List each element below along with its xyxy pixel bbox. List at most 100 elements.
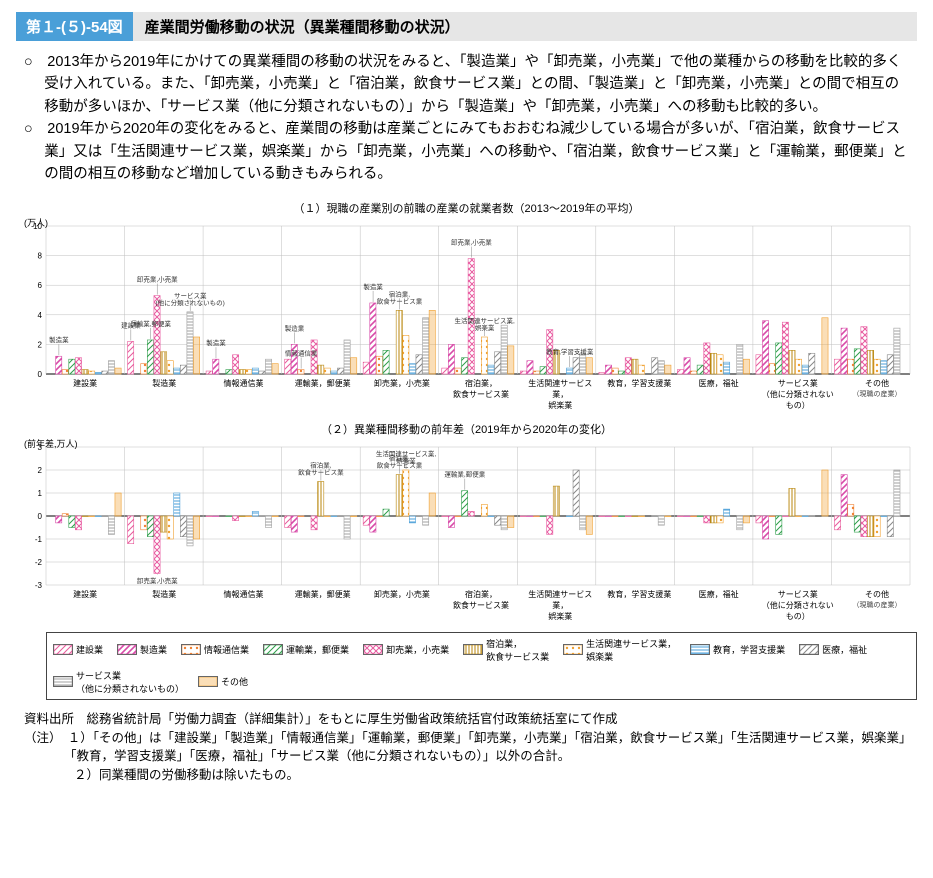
svg-text:教育,学習支援業: 教育,学習支援業 bbox=[546, 347, 594, 356]
bar bbox=[337, 368, 343, 374]
bar bbox=[62, 369, 68, 373]
bar bbox=[861, 326, 867, 373]
legend-label: 教育，学習支援業 bbox=[713, 643, 785, 656]
bar bbox=[481, 337, 487, 374]
bullet-para: ○ 2013年から2019年にかけての異業種間の移動の状況をみると、「製造業」や… bbox=[24, 51, 909, 118]
bar bbox=[409, 363, 415, 373]
bar bbox=[599, 372, 605, 373]
bar bbox=[586, 358, 592, 374]
x-category-label: 運輸業，郵便業 bbox=[284, 378, 363, 411]
bar bbox=[56, 356, 62, 374]
x-category-label: 製造業 bbox=[125, 378, 204, 411]
bar bbox=[704, 343, 710, 374]
bar bbox=[776, 343, 782, 374]
x-category-label: その他（現職の産業） bbox=[838, 378, 917, 411]
bar bbox=[691, 371, 697, 374]
bar bbox=[501, 325, 507, 374]
bar bbox=[455, 516, 461, 517]
svg-text:卸売業,小売業: 卸売業,小売業 bbox=[451, 237, 492, 246]
chart2-title: （２）異業種間移動の前年差（2019年から2020年の変化） bbox=[16, 421, 917, 437]
bar bbox=[75, 358, 81, 374]
bar bbox=[789, 350, 795, 374]
bar bbox=[874, 516, 880, 537]
x-category-label: 教育，学習支援業 bbox=[600, 378, 679, 411]
bar bbox=[56, 516, 62, 523]
legend-item: サービス業（他に分類されないもの） bbox=[53, 669, 184, 695]
bar bbox=[756, 516, 762, 523]
legend-swatch bbox=[53, 676, 73, 687]
footnotes: 資料出所 総務省統計局「労働力調査（詳細集計）」をもとに厚生労働省政策統括官付政… bbox=[24, 710, 909, 785]
bar bbox=[213, 359, 219, 374]
bar bbox=[520, 371, 526, 374]
bar bbox=[632, 359, 638, 374]
bar bbox=[684, 516, 690, 517]
bar bbox=[383, 509, 389, 516]
svg-text:2: 2 bbox=[38, 466, 43, 475]
bar bbox=[154, 295, 160, 373]
bar bbox=[691, 516, 697, 517]
x-category-label: その他（現職の産業） bbox=[838, 589, 917, 622]
bar bbox=[488, 365, 494, 374]
bar bbox=[809, 353, 815, 374]
legend-label: その他 bbox=[221, 675, 248, 688]
x-category-label: 生活関連サービス業，娯楽業 bbox=[521, 378, 600, 411]
chart2-ylabel: (前年差,万人) bbox=[24, 437, 78, 450]
bar bbox=[167, 516, 173, 539]
bar bbox=[423, 516, 429, 525]
chart1-xlabels: 建設業製造業情報通信業運輸業，郵便業卸売業，小売業宿泊業，飲食サービス業生活関連… bbox=[16, 378, 917, 411]
legend-swatch bbox=[263, 644, 283, 655]
bar bbox=[239, 516, 245, 517]
bar bbox=[848, 504, 854, 516]
figure-number-badge: 第１-(５)-54図 bbox=[16, 12, 133, 41]
bar bbox=[337, 516, 343, 517]
bar bbox=[180, 365, 186, 374]
bar bbox=[632, 516, 638, 517]
x-category-label: 卸売業，小売業 bbox=[363, 589, 442, 622]
svg-text:2: 2 bbox=[38, 340, 43, 349]
bar bbox=[710, 516, 716, 523]
bar bbox=[881, 516, 887, 517]
bar bbox=[180, 516, 186, 537]
bar bbox=[252, 368, 258, 374]
legend-swatch bbox=[181, 644, 201, 655]
bar bbox=[612, 516, 618, 517]
bar bbox=[232, 516, 238, 521]
legend-item: 宿泊業，飲食サービス業 bbox=[463, 637, 549, 663]
bar bbox=[697, 365, 703, 374]
bar bbox=[291, 516, 297, 532]
bar bbox=[658, 516, 664, 525]
bar bbox=[737, 516, 743, 530]
bar bbox=[259, 371, 265, 374]
bar bbox=[376, 356, 382, 374]
bar bbox=[318, 481, 324, 516]
bar bbox=[147, 516, 153, 537]
bar bbox=[75, 516, 81, 530]
x-category-label: 生活関連サービス業，娯楽業 bbox=[521, 589, 600, 622]
legend-label: 製造業 bbox=[140, 643, 167, 656]
bar bbox=[756, 355, 762, 374]
bar bbox=[226, 369, 232, 373]
bar bbox=[894, 470, 900, 516]
legend-label: 建設業 bbox=[76, 643, 103, 656]
bar bbox=[102, 516, 108, 517]
bar bbox=[115, 493, 121, 516]
legend-label: 情報通信業 bbox=[204, 643, 249, 656]
bar bbox=[743, 516, 749, 523]
svg-text:0: 0 bbox=[38, 370, 43, 379]
bar bbox=[710, 353, 716, 374]
bar bbox=[894, 328, 900, 374]
svg-text:製造業: 製造業 bbox=[285, 323, 305, 332]
bar bbox=[265, 516, 271, 528]
bar bbox=[69, 359, 75, 374]
bar bbox=[455, 368, 461, 374]
bar bbox=[462, 358, 468, 374]
bar bbox=[887, 516, 893, 537]
bar bbox=[154, 516, 160, 574]
bar bbox=[403, 470, 409, 516]
bar bbox=[423, 318, 429, 374]
bar bbox=[429, 310, 435, 374]
legend-item: 運輸業，郵便業 bbox=[263, 643, 349, 656]
bar bbox=[776, 516, 782, 534]
bar bbox=[239, 369, 245, 373]
bar bbox=[488, 516, 494, 517]
